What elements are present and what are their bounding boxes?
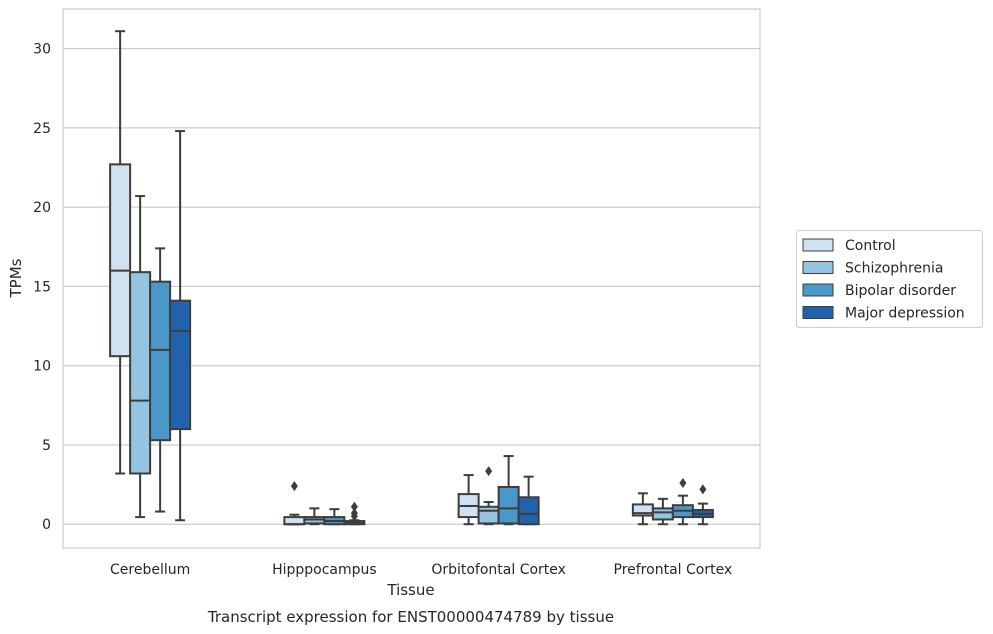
outlier-point bbox=[485, 466, 493, 477]
box-mark bbox=[691, 484, 714, 526]
box-mark bbox=[149, 247, 172, 513]
box-groups bbox=[109, 30, 714, 526]
legend-label: Major depression bbox=[845, 306, 965, 322]
x-tick-label: Cerebellum bbox=[110, 562, 190, 578]
legend-label: Bipolar disorder bbox=[845, 283, 956, 299]
series-group bbox=[149, 247, 694, 526]
series-group bbox=[169, 130, 714, 526]
outlier-point bbox=[290, 481, 298, 492]
box-mark bbox=[129, 195, 152, 519]
x-axis-label: Tissue bbox=[386, 581, 434, 599]
y-tick-label: 10 bbox=[33, 359, 51, 375]
box-mark bbox=[477, 466, 500, 526]
box-iqr bbox=[283, 516, 306, 526]
legend-frame bbox=[796, 230, 983, 328]
box-mark bbox=[303, 507, 326, 526]
box-mark bbox=[343, 501, 366, 526]
plot-background bbox=[63, 9, 760, 548]
x-tick-label: Prefrontal Cortex bbox=[614, 562, 733, 578]
legend-swatch bbox=[802, 238, 834, 252]
legend-label: Control bbox=[845, 238, 896, 254]
box-mark bbox=[169, 130, 192, 522]
x-tick-label: Hipppocampus bbox=[272, 562, 377, 578]
plot-frame bbox=[62, 8, 761, 549]
box-iqr bbox=[109, 163, 132, 358]
y-tick-label: 25 bbox=[33, 121, 51, 137]
y-tick-labels: 0 5 10 15 20 25 30 bbox=[33, 42, 51, 534]
y-tick-label: 0 bbox=[42, 517, 51, 533]
y-tick-label: 15 bbox=[33, 279, 51, 295]
y-tick-label: 20 bbox=[33, 200, 51, 216]
box-iqr bbox=[517, 496, 540, 526]
y-tick-label: 30 bbox=[33, 42, 51, 58]
legend-label: Schizophrenia bbox=[845, 261, 943, 277]
box-mark bbox=[457, 474, 480, 526]
outlier-point bbox=[350, 501, 358, 512]
box-mark bbox=[517, 475, 540, 526]
legend: Control Schizophrenia Bipolar disorder Majo… bbox=[796, 230, 983, 328]
outlier-point bbox=[350, 508, 358, 519]
chart-caption: Transcript expression for ENST0000047478… bbox=[207, 608, 614, 626]
box-iqr bbox=[651, 507, 674, 521]
legend-swatch bbox=[802, 283, 834, 297]
box-mark bbox=[631, 492, 654, 526]
box-mark bbox=[497, 455, 520, 526]
outlier-point bbox=[699, 484, 707, 495]
series-group bbox=[109, 30, 654, 526]
box-mark bbox=[109, 30, 132, 475]
box-iqr bbox=[497, 485, 520, 525]
box-iqr bbox=[149, 280, 172, 442]
series-group bbox=[129, 195, 674, 526]
x-tick-labels: Cerebellum Hipppocampus Orbitofontal Corte… bbox=[110, 562, 732, 578]
legend-swatch bbox=[802, 306, 834, 319]
y-axis-label: TPMs bbox=[7, 258, 25, 298]
x-tick-label: Orbitofontal Cortex bbox=[431, 562, 566, 578]
box-iqr bbox=[169, 299, 192, 431]
outlier-point bbox=[679, 478, 687, 489]
y-tick-label: 5 bbox=[42, 438, 51, 454]
legend-swatch bbox=[802, 261, 834, 274]
box-iqr bbox=[477, 505, 500, 525]
box-iqr bbox=[129, 271, 152, 475]
